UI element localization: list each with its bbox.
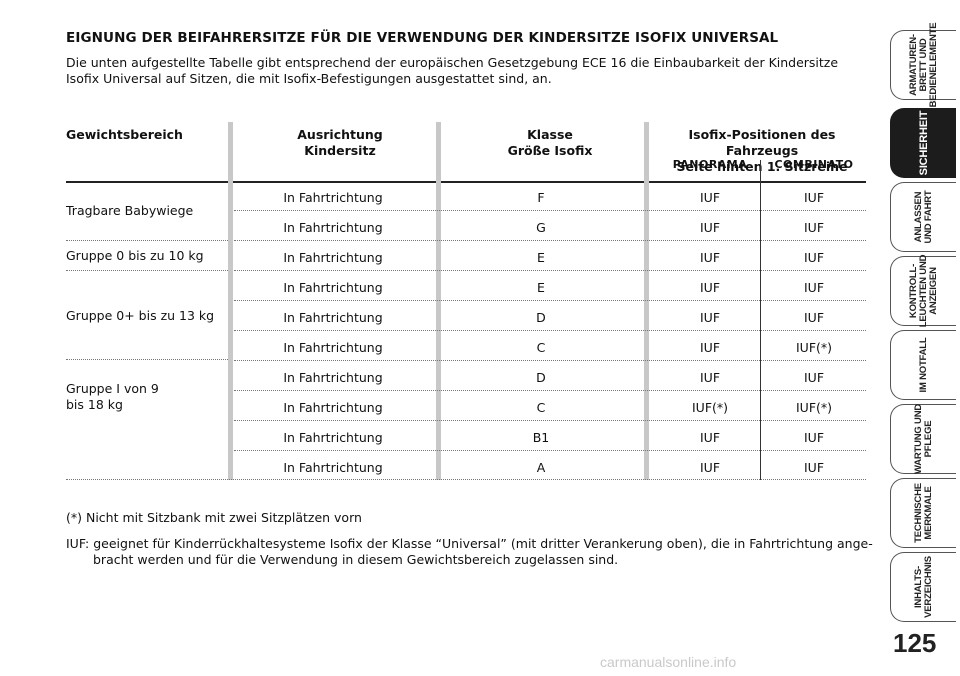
group-label-line1: Gruppe I von 9 (66, 381, 159, 396)
tab-label: INHALTS- VERZEICHNIS (912, 556, 934, 618)
group-rule (66, 240, 228, 241)
cell-panorama: IUF (699, 310, 721, 325)
column-divider (436, 122, 441, 480)
header-weight: Gewichtsbereich (66, 127, 183, 142)
cell-combinato: IUF (803, 190, 825, 205)
header-class-line2: Größe Isofix (507, 143, 593, 158)
tab-anlassen[interactable]: ANLASSEN UND FAHRT (890, 182, 956, 252)
cell-orientation: In Fahrtrichtung (283, 340, 383, 355)
footnote: (*) Nicht mit Sitzbank mit zwei Sitzplät… (66, 510, 362, 525)
iuf-note: IUF: geeignet für Kinderrückhaltesysteme… (66, 536, 873, 567)
header-isofix: Isofix-Positionen des Fahrzeugs Seite hi… (652, 127, 872, 175)
cell-panorama: IUF (699, 340, 721, 355)
header-orientation-line2: Kindersitz (304, 143, 376, 158)
cell-orientation: In Fahrtrichtung (283, 220, 383, 235)
isofix-subcolumn-divider (760, 160, 761, 480)
cell-orientation: In Fahrtrichtung (283, 310, 383, 325)
column-divider (644, 122, 649, 480)
cell-combinato: IUF (803, 310, 825, 325)
cell-class: E (537, 280, 545, 295)
cell-class: D (536, 370, 546, 385)
cell-class: G (536, 220, 546, 235)
cell-panorama: IUF (699, 370, 721, 385)
cell-class: B1 (532, 430, 550, 445)
cell-orientation: In Fahrtrichtung (283, 250, 383, 265)
cell-orientation: In Fahrtrichtung (283, 460, 383, 475)
cell-orientation: In Fahrtrichtung (283, 370, 383, 385)
cell-panorama: IUF (699, 460, 721, 475)
chapter-sidebar: ARMATUREN- BRETT UND BEDIENELEMENTE SICH… (890, 0, 960, 676)
cell-class: C (536, 400, 546, 415)
page-number: 125 (893, 628, 937, 658)
cell-panorama: IUF (699, 280, 721, 295)
cell-combinato: IUF (803, 250, 825, 265)
header-isofix-line1: Isofix-Positionen des Fahrzeugs (688, 127, 836, 158)
row-rule (234, 270, 866, 271)
group-label: Tragbare Babywiege (66, 203, 194, 218)
watermark: carmanualsonline.info (600, 654, 737, 670)
cell-combinato: IUF (803, 280, 825, 295)
subheader-combinato: COMBINATO (774, 158, 854, 171)
tab-sicherheit[interactable]: SICHERHEIT (890, 108, 956, 178)
group-rule (66, 270, 228, 271)
cell-panorama: IUF(*) (691, 400, 729, 415)
tab-im-notfall[interactable]: IM NOTFALL (890, 330, 956, 400)
page-heading: EIGNUNG DER BEIFAHRERSITZE FÜR DIE VERWE… (66, 30, 779, 46)
header-orientation: Ausrichtung Kindersitz (250, 127, 430, 159)
row-rule (234, 360, 866, 361)
header-class-line1: Klasse (527, 127, 573, 142)
group-label: Gruppe 0 bis zu 10 kg (66, 248, 204, 263)
header-isofix-line2: Seite hinten 1. Sitzreihe (676, 159, 848, 174)
cell-orientation: In Fahrtrichtung (283, 190, 383, 205)
tab-label: TECHNISCHE MERKMALE (912, 483, 934, 543)
cell-combinato: IUF (803, 370, 825, 385)
cell-class: C (536, 340, 546, 355)
row-rule (234, 240, 866, 241)
cell-class: D (536, 310, 546, 325)
intro-paragraph: Die unten aufgestellte Tabelle gibt ents… (66, 55, 839, 86)
group-label: Gruppe 0+ bis zu 13 kg (66, 308, 215, 323)
tab-label: KONTROLL- LEUCHTEN UND ANZEIGEN (907, 254, 939, 328)
row-rule (234, 330, 866, 331)
row-rule (234, 210, 866, 211)
row-rule (234, 300, 866, 301)
cell-combinato: IUF (803, 430, 825, 445)
cell-class: A (536, 460, 546, 475)
tab-inhaltsverzeichnis[interactable]: INHALTS- VERZEICHNIS (890, 552, 956, 622)
row-rule (234, 450, 866, 451)
tab-label: WARTUNG UND PFLEGE (912, 403, 934, 475)
cell-combinato: IUF (803, 460, 825, 475)
header-orientation-line1: Ausrichtung (297, 127, 383, 142)
tab-label: ARMATUREN- BRETT UND BEDIENELEMENTE (907, 22, 939, 108)
group-rule (66, 359, 228, 360)
group-label: Gruppe I von 9 bis 18 kg (66, 381, 159, 413)
tab-label: ANLASSEN UND FAHRT (912, 190, 934, 244)
cell-panorama: IUF (699, 430, 721, 445)
row-rule (234, 420, 866, 421)
cell-panorama: IUF (699, 220, 721, 235)
row-rule (234, 390, 866, 391)
cell-panorama: IUF (699, 250, 721, 265)
header-class: Klasse Größe Isofix (460, 127, 640, 159)
tab-wartung[interactable]: WARTUNG UND PFLEGE (890, 404, 956, 474)
tab-kontrollleuchten[interactable]: KONTROLL- LEUCHTEN UND ANZEIGEN (890, 254, 956, 328)
tab-label: SICHERHEIT (917, 110, 930, 176)
cell-combinato: IUF(*) (795, 400, 833, 415)
column-divider (228, 122, 233, 480)
table-bottom-rule (66, 479, 866, 480)
cell-class: E (537, 250, 545, 265)
cell-combinato: IUF (803, 220, 825, 235)
tab-armaturenbrett[interactable]: ARMATUREN- BRETT UND BEDIENELEMENTE (890, 23, 956, 107)
group-label-line2: bis 18 kg (66, 397, 123, 412)
cell-orientation: In Fahrtrichtung (283, 280, 383, 295)
cell-orientation: In Fahrtrichtung (283, 430, 383, 445)
cell-combinato: IUF(*) (795, 340, 833, 355)
tab-technische-merkmale[interactable]: TECHNISCHE MERKMALE (890, 478, 956, 548)
table-header-rule (66, 181, 866, 183)
tab-label: IM NOTFALL (917, 337, 929, 393)
cell-class: F (537, 190, 545, 205)
subheader-panorama: PANORAMA (672, 158, 748, 171)
cell-panorama: IUF (699, 190, 721, 205)
cell-orientation: In Fahrtrichtung (283, 400, 383, 415)
